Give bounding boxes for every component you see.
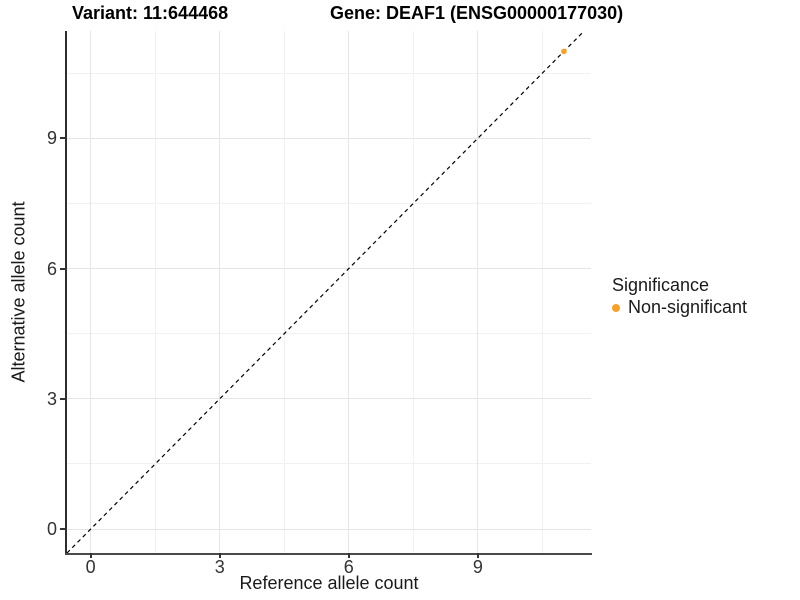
x-axis-line [65, 553, 592, 555]
y-tick-mark [60, 528, 67, 531]
x-tick-label: 9 [472, 557, 483, 577]
x-minor-gridline [541, 31, 543, 553]
y-axis-title: Alternative allele count [8, 201, 29, 383]
plot-overlay [66, 30, 585, 554]
y-tick-label: 6 [46, 258, 57, 279]
plot-title-gene: Gene: DEAF1 (ENSG00000177030) [330, 3, 624, 23]
data-point [561, 48, 567, 55]
legend-item-label: Non-significant [628, 297, 748, 317]
y-major-gridline [67, 398, 591, 400]
x-major-gridline [477, 31, 479, 553]
x-tick-label: 6 [343, 557, 354, 577]
y-tick-label: 0 [46, 519, 57, 540]
x-minor-gridline [154, 31, 156, 553]
x-tick-label: 3 [214, 557, 225, 577]
x-minor-gridline [412, 31, 414, 553]
y-tick-mark [60, 137, 67, 140]
x-axis-title: Reference allele count [239, 573, 419, 593]
y-axis-line [65, 31, 67, 555]
y-minor-gridline [67, 72, 591, 74]
legend-title: Significance [612, 275, 710, 295]
x-minor-gridline [283, 31, 285, 553]
y-minor-gridline [67, 463, 591, 465]
x-tick-mark [476, 553, 479, 558]
plot-panel [66, 30, 591, 554]
y-minor-gridline [67, 202, 591, 204]
x-tick-mark [347, 553, 350, 558]
y-major-gridline [67, 268, 591, 270]
y-tick-label: 3 [46, 388, 57, 409]
y-tick-mark [60, 267, 67, 270]
y-minor-gridline [67, 333, 591, 335]
identity-dashed-line [66, 30, 585, 554]
y-tick-mark [60, 397, 67, 400]
x-major-gridline [348, 31, 350, 553]
x-tick-label: 0 [85, 557, 96, 577]
x-major-gridline [219, 31, 221, 553]
legend-item-non-significant: Non-significant [612, 297, 747, 318]
y-major-gridline [67, 137, 591, 139]
legend: Significance Non-significant [612, 275, 747, 318]
x-tick-mark [89, 553, 92, 558]
legend-point-icon [612, 303, 620, 312]
y-tick-label: 9 [46, 128, 57, 149]
x-major-gridline [90, 31, 92, 553]
x-tick-mark [218, 553, 221, 558]
plot-title-variant: Variant: 11:644468 [72, 3, 229, 23]
y-major-gridline [67, 528, 591, 530]
